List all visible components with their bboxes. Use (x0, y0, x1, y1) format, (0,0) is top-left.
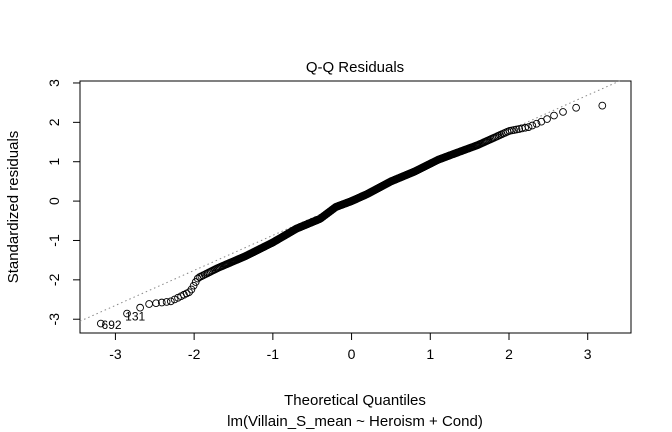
x-tick-label: 1 (426, 346, 434, 362)
y-axis-label: Standardized residuals (5, 131, 22, 284)
qq-point (598, 101, 607, 110)
x-tick-label: -1 (267, 346, 280, 362)
qq-point (189, 281, 198, 290)
qq-point (543, 115, 551, 123)
qq-point (572, 103, 580, 112)
qq-point (157, 298, 166, 307)
y-tick-label: 1 (46, 158, 62, 166)
data-points (96, 101, 607, 328)
qq-point (145, 300, 153, 308)
chart-subtitle: lm(Villain_S_mean ~ Heroism + Cond) (227, 413, 483, 430)
x-tick-label: 3 (584, 346, 592, 362)
y-tick-label: 2 (46, 118, 62, 126)
x-tick-label: -2 (188, 346, 201, 362)
qq-point (166, 297, 175, 306)
qq-point (521, 123, 529, 132)
x-tick-label: 2 (505, 346, 513, 362)
qq-point (187, 285, 196, 294)
qq-point (512, 125, 521, 134)
y-tick-label: -2 (46, 273, 62, 286)
qq-point (528, 121, 537, 130)
outlier-label: 131 (125, 309, 145, 323)
qq-point (152, 299, 160, 308)
y-tick-label: 3 (46, 79, 62, 87)
qq-point (559, 108, 567, 116)
outlier-label: 692 (102, 318, 122, 332)
plot-frame (79, 80, 632, 334)
x-tick-label: 0 (348, 346, 356, 362)
qq-point (185, 288, 193, 297)
qq-point (524, 123, 533, 131)
qq-point (123, 309, 131, 318)
qq-point (515, 125, 524, 133)
chart-title: Q-Q Residuals (306, 59, 404, 76)
x-axis: -3 -2 -1 0 1 2 3 (109, 332, 592, 362)
y-tick-label: -1 (46, 234, 62, 247)
y-axis: -3 -2 -1 0 1 2 3 (46, 79, 81, 326)
y-tick-label: -3 (46, 313, 62, 326)
qq-point (550, 111, 558, 120)
qq-point (96, 319, 105, 328)
qq-point (136, 303, 144, 312)
y-tick-label: 0 (46, 197, 62, 205)
x-tick-label: -3 (109, 346, 122, 362)
qq-point (162, 298, 171, 306)
qq-point (532, 119, 541, 128)
x-axis-label: Theoretical Quantiles (284, 392, 426, 409)
